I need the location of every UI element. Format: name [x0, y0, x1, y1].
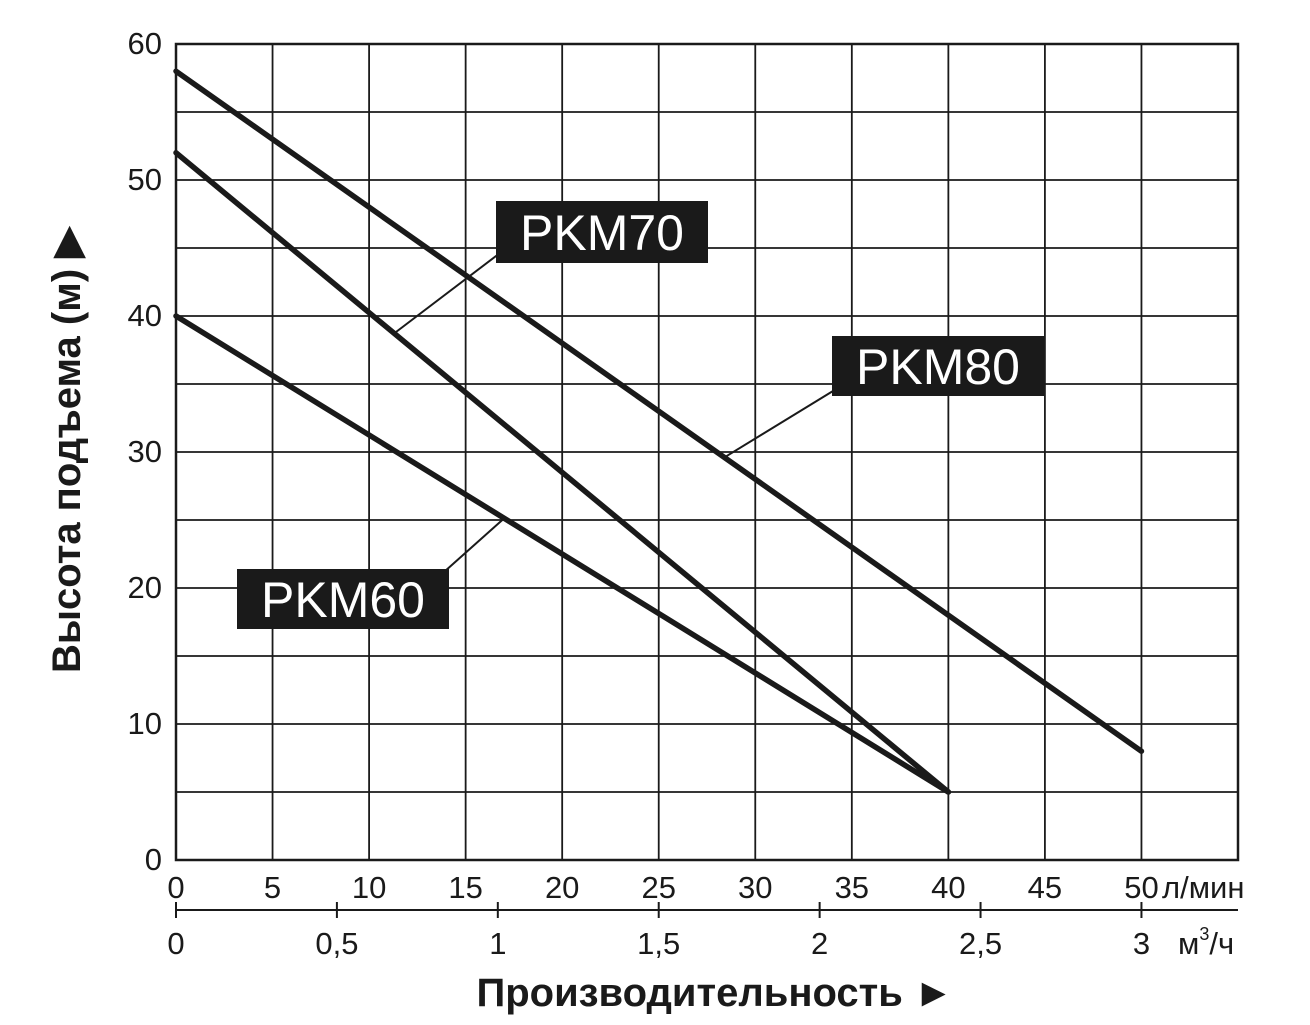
leader-line-pkm60 [443, 517, 505, 573]
x-tick-label: 10 [352, 870, 386, 905]
y-axis-ticks: 0 10 20 30 40 50 60 [128, 26, 162, 877]
x-tick-label: 40 [931, 870, 965, 905]
series-label-box-pkm80 [832, 336, 1044, 396]
series-line-pkm70 [173, 150, 952, 795]
series-label-box-pkm70 [496, 201, 708, 263]
x2-unit-label: м3/ч [1178, 924, 1234, 961]
x2-axis-ticks: 0 0,5 1 1,5 2 2,5 3 [167, 926, 1150, 961]
x-tick-label: 20 [545, 870, 579, 905]
y-tick-label: 50 [128, 162, 162, 197]
x-tick-label: 0 [167, 870, 184, 905]
x-tick-label: 50 [1124, 870, 1158, 905]
leader-line-pkm80 [723, 390, 834, 459]
x2-tick-label: 1 [489, 926, 506, 961]
x2-tick-label: 0 [167, 926, 184, 961]
x2-tick-label: 0,5 [315, 926, 358, 961]
y-tick-label: 20 [128, 570, 162, 605]
y-tick-label: 10 [128, 706, 162, 741]
x-tick-label: 15 [448, 870, 482, 905]
x2-tick-label: 2 [811, 926, 828, 961]
series-lines [173, 68, 1145, 795]
y-tick-label: 0 [145, 842, 162, 877]
series-line-pkm60 [173, 313, 952, 795]
x-tick-label: 35 [835, 870, 869, 905]
y-axis-title: Высота подъема (м) ▶ [45, 225, 89, 673]
y-tick-label: 60 [128, 26, 162, 61]
series-labels: PKM70 PKM80 PKM60 [237, 201, 1044, 629]
x-tick-label: 45 [1028, 870, 1062, 905]
x2-tick-label: 3 [1133, 926, 1150, 961]
series-label-pkm70: PKM70 [520, 205, 684, 261]
x-unit-label: л/мин [1162, 870, 1244, 905]
y-tick-label: 30 [128, 434, 162, 469]
x-tick-label: 5 [264, 870, 281, 905]
y-tick-label: 40 [128, 298, 162, 333]
x-tick-label: 25 [641, 870, 675, 905]
leader-line-pkm70 [393, 252, 501, 335]
series-line-pkm80 [173, 68, 1145, 754]
x-tick-label: 30 [738, 870, 772, 905]
x2-tick-label: 2,5 [959, 926, 1002, 961]
x-axis-title: Производительность ► [476, 971, 953, 1015]
series-label-pkm80: PKM80 [856, 339, 1020, 395]
x-axis-ticks: 0 5 10 15 20 25 30 35 40 45 50 [167, 870, 1158, 905]
x2-tick-label: 1,5 [637, 926, 680, 961]
series-label-box-pkm60 [237, 569, 449, 629]
grid [174, 42, 1240, 918]
series-label-pkm60: PKM60 [261, 572, 425, 628]
